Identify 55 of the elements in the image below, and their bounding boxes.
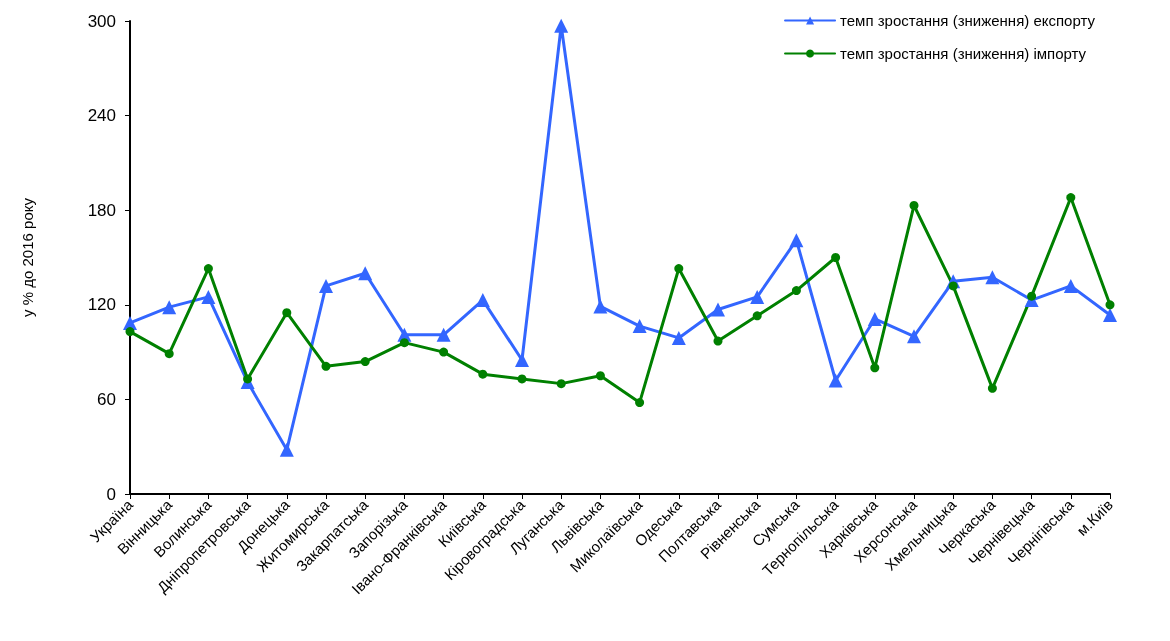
point bbox=[125, 327, 135, 337]
point bbox=[515, 352, 529, 367]
point bbox=[203, 264, 213, 274]
legend-label: темп зростання (зниження) експорту bbox=[840, 12, 1096, 29]
point bbox=[282, 308, 292, 318]
y-tick-label: 240 bbox=[87, 106, 116, 126]
point bbox=[870, 363, 880, 373]
point bbox=[831, 253, 841, 262]
point bbox=[201, 289, 216, 304]
point bbox=[243, 374, 253, 384]
y-tick-label: 60 bbox=[97, 389, 116, 409]
point bbox=[985, 270, 1000, 285]
point bbox=[828, 373, 843, 388]
point bbox=[789, 233, 804, 248]
y-tick-label: 180 bbox=[87, 200, 116, 220]
point bbox=[593, 299, 608, 314]
legend-label: темп зростання (зниження) імпорту bbox=[840, 45, 1087, 62]
point bbox=[358, 266, 373, 281]
point bbox=[752, 311, 762, 321]
y-tick-label: 0 bbox=[106, 484, 116, 504]
point bbox=[1063, 278, 1078, 293]
point bbox=[711, 302, 725, 317]
point bbox=[1027, 291, 1037, 301]
point bbox=[632, 319, 647, 334]
point bbox=[164, 349, 174, 359]
point bbox=[556, 379, 566, 389]
point bbox=[1103, 308, 1117, 323]
point bbox=[321, 361, 331, 371]
point bbox=[319, 278, 333, 293]
point bbox=[279, 442, 294, 457]
point bbox=[907, 329, 921, 344]
point bbox=[713, 336, 723, 346]
point bbox=[867, 311, 882, 326]
point bbox=[436, 327, 451, 342]
point bbox=[399, 338, 409, 348]
point bbox=[162, 300, 177, 315]
point bbox=[1105, 300, 1115, 310]
point bbox=[671, 330, 686, 345]
y-tick-label: 120 bbox=[87, 295, 116, 315]
point bbox=[475, 293, 490, 308]
point bbox=[750, 289, 765, 304]
y-axis-title: у % до 2016 року bbox=[19, 197, 36, 317]
point bbox=[909, 200, 919, 210]
point bbox=[987, 383, 997, 393]
point bbox=[635, 398, 645, 408]
point bbox=[1066, 193, 1076, 203]
point bbox=[439, 347, 449, 357]
point bbox=[791, 286, 801, 296]
point bbox=[360, 357, 370, 367]
point bbox=[674, 264, 684, 274]
point bbox=[554, 18, 569, 33]
point bbox=[595, 371, 605, 381]
point bbox=[478, 369, 488, 379]
point bbox=[517, 374, 527, 384]
y-tick-label: 300 bbox=[87, 11, 116, 31]
